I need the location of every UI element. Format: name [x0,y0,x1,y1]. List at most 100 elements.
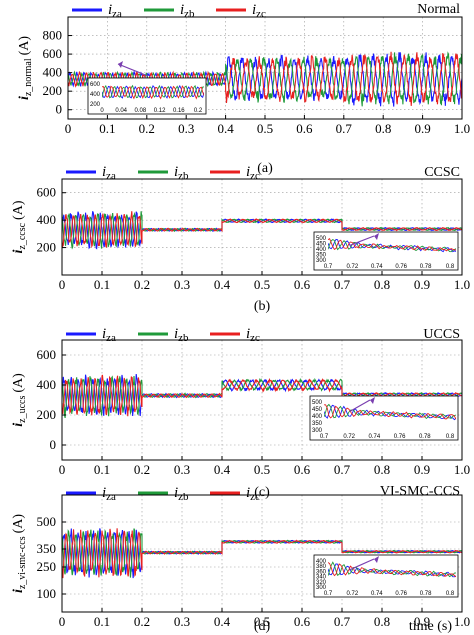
legend-main: i [102,485,106,501]
inset-arrow-head [118,61,123,68]
inset-y-tick-label: 300 [316,258,327,264]
x-tick-label: 0.5 [254,614,270,629]
x-tick-label: 0.6 [294,614,311,629]
y-axis-label-main: i [17,96,32,100]
x-tick-label: 1.0 [454,462,470,477]
chart-panel-3: 0 0.1 0.2 0.3 0.4 0.5 0.6 0.7 0.8 0.9 1.0 0 200 400 60… [11,326,470,500]
legend-sub: za [112,8,122,20]
x-tick-label: 0.4 [214,614,231,629]
inset-line-iza [324,404,456,421]
series-group [62,210,462,250]
legend-entry-iza: iza [102,485,116,503]
chart-title: UCCS [423,327,460,342]
series-line-iza [62,373,462,417]
chart-panel-4: 0 0.1 0.2 0.3 0.4 0.5 0.6 0.7 0.8 0.9 1.0 100 250 350… [11,484,470,634]
inset-line-izc [102,85,204,100]
chart-panel-2: 0 0.1 0.2 0.3 0.4 0.5 0.6 0.7 0.8 0.9 1.0 200 400 600… [11,164,470,314]
y-axis-label: iz_uccs (A) [11,373,28,427]
y-tick-label: 250 [37,559,57,574]
x-axis-label: time (s) [409,619,452,634]
inset-x-tick-label: 0.7 [324,264,333,270]
inset-x-tick-label: 0.7 [320,434,329,440]
x-tick-label: 0.2 [134,462,150,477]
x-tick-label: 0.1 [94,462,110,477]
x-tick-label: 0.3 [174,277,190,292]
legend-entry-izc: izc [246,485,260,503]
legend-entry-iza: iza [102,164,116,182]
inset-y-tick-label: 350 [316,253,327,259]
inset-line-izc [324,404,456,420]
inset-series [328,238,456,253]
inset-x-tick-label: 0.72 [347,591,359,597]
x-tick-label: 0 [59,462,66,477]
inset-arrow-head [374,556,379,563]
x-tick-label: 0.8 [375,121,391,136]
chart-title: Normal [417,2,460,17]
y-axis-label: iz_vi-smc-ccs (A) [11,514,28,593]
x-tick-label: 0 [59,277,66,292]
inset-y-tick-label: 350 [312,421,323,427]
inset-arrow-head [374,233,379,240]
x-tick-label: 0.8 [374,614,390,629]
inset-y-tick-label: 600 [90,82,101,88]
panel-caption: (b) [254,299,271,314]
inset-x-tick-label: 0 [100,108,104,114]
legend-main: i [102,326,106,342]
inset-arrow [117,63,149,77]
legend-sub: zc [250,491,260,503]
y-tick-label: 100 [37,586,57,601]
inset-x-tick-label: 0.76 [395,264,407,270]
y-axis-label-main: i [11,589,26,593]
panel-caption: (c) [254,485,270,500]
x-tick-label: 0.3 [174,462,190,477]
inset-frame [313,231,459,271]
x-tick-label: 1.0 [454,614,470,629]
inset-x-tick-label: 0.76 [394,434,406,440]
series-line-izc [62,528,462,579]
y-axis-label-sub: z_vi-smc-ccs [17,536,28,589]
y-axis-label-unit: (A) [11,373,26,393]
x-tick-label: 0.2 [134,614,150,629]
x-tick-label: 0.6 [294,277,311,292]
legend-main: i [180,2,184,18]
legend-entry-iza: iza [108,2,122,20]
y-tick-label: 200 [43,83,63,98]
inset-y-tick-label: 450 [312,407,323,413]
legend-main: i [246,326,250,342]
x-tick-label: 0.4 [214,462,231,477]
x-tick-label: 0.1 [99,121,115,136]
legend-main: i [246,485,250,501]
inset-x-tick-label: 0.08 [135,108,147,114]
inset-x-tick-label: 0.78 [420,264,432,270]
inset-x-tick-label: 0.72 [343,434,355,440]
legend-entry-izb: izb [174,485,189,503]
y-tick-label: 400 [37,377,57,392]
legend-sub: za [106,332,116,344]
legend-main: i [174,164,178,180]
inset-y-tick-label: 360 [316,569,327,575]
y-tick-label: 600 [43,46,63,61]
y-tick-label: 200 [37,240,57,255]
y-tick-label: 800 [43,28,63,43]
inset-y-tick-label: 400 [316,559,327,565]
x-tick-label: 0.7 [336,121,353,136]
inset-x-tick-label: 0.7 [324,591,333,597]
inset-x-tick-label: 0.76 [395,591,407,597]
inset-y-tick-label: 400 [316,247,327,253]
x-tick-label: 0.3 [178,121,194,136]
x-tick-label: 0.4 [214,277,231,292]
legend-entry-iza: iza [102,326,116,344]
inset-x-tick-label: 0.72 [347,264,359,270]
legend-sub: za [106,170,116,182]
x-tick-label: 0.3 [174,614,190,629]
inset-series [328,561,456,578]
legend-sub: zb [178,170,189,182]
legend-main: i [174,326,178,342]
x-tick-label: 0.5 [257,121,273,136]
series-line-iza [62,210,462,250]
y-tick-label: 200 [37,407,57,422]
x-tick-label: 0.7 [334,462,351,477]
legend-main: i [108,2,112,18]
x-tick-label: 0.9 [414,614,430,629]
y-axis-label-sub: z_normal [23,58,34,96]
